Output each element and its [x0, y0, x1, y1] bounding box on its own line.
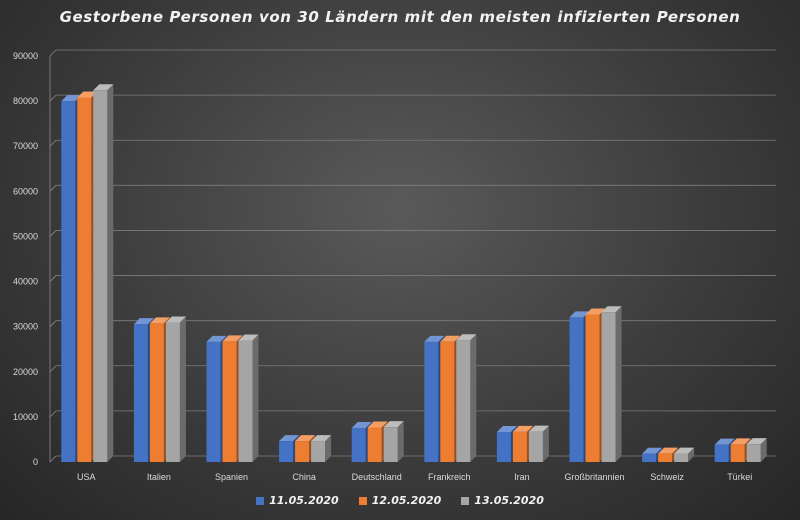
- chart-title: Gestorbene Personen von 30 Ländern mit d…: [59, 8, 741, 26]
- gridline-diag-0: [49, 455, 57, 463]
- x-tick-label: China: [292, 472, 316, 482]
- bar-türkei-3: [746, 438, 767, 462]
- legend-swatch-2: [358, 496, 367, 505]
- bar-schweiz-3: [674, 447, 695, 462]
- x-tick-label: Spanien: [215, 472, 248, 482]
- bar-großbritannien-3: [601, 306, 622, 462]
- legend-item-3: 13.05.2020: [461, 494, 544, 507]
- y-tick-label: 70000: [13, 141, 38, 151]
- bar-frankreich-3: [456, 334, 477, 462]
- gridline-diag-1: [49, 410, 57, 418]
- y-tick-label: 90000: [13, 51, 38, 61]
- y-tick-label: 60000: [13, 186, 38, 196]
- bar-spanien-3: [238, 334, 259, 462]
- x-tick-label: Großbritannien: [564, 472, 624, 482]
- gridline-diag-4: [49, 275, 57, 282]
- legend: 11.05.2020 12.05.2020 13.05.2020: [0, 494, 800, 507]
- bar-deutschland-3: [383, 421, 404, 462]
- bar-italien-3: [165, 316, 186, 462]
- gridline-diag-2: [49, 365, 57, 373]
- y-tick-label: 0: [33, 457, 38, 467]
- y-tick-label: 20000: [13, 367, 38, 377]
- bar-iran-3: [528, 425, 549, 462]
- gridline-diag-3: [49, 320, 57, 327]
- x-tick-label: USA: [77, 472, 96, 482]
- gridline-diag-7: [49, 139, 57, 147]
- legend-label-2: 12.05.2020: [371, 494, 442, 507]
- x-tick-label: Italien: [147, 472, 171, 482]
- bar-china-3: [311, 435, 332, 462]
- y-tick-label: 50000: [13, 231, 38, 241]
- legend-item-1: 11.05.2020: [256, 494, 339, 507]
- y-tick-label: 40000: [13, 277, 38, 287]
- x-tick-label: Deutschland: [352, 472, 402, 482]
- grid-lines: [49, 49, 776, 463]
- gridline-diag-9: [49, 49, 57, 57]
- legend-swatch-3: [461, 496, 470, 505]
- x-tick-label: Schweiz: [650, 472, 684, 482]
- bars: [61, 84, 767, 462]
- legend-swatch-1: [256, 496, 265, 505]
- gridline-diag-6: [49, 185, 57, 192]
- x-axis-ticks: USA Italien Spanien China Deutschland Frankre…: [77, 472, 752, 482]
- gridline-diag-5: [49, 230, 57, 237]
- legend-item-2: 12.05.2020: [358, 494, 442, 507]
- y-tick-label: 30000: [13, 322, 38, 332]
- y-axis-ticks: 0 10000 20000 30000 40000 50000 60000 70000 8000…: [13, 51, 38, 467]
- x-tick-label: Iran: [514, 472, 530, 482]
- bar-usa-3: [93, 84, 114, 462]
- x-tick-label: Türkei: [727, 472, 752, 482]
- y-tick-label: 80000: [13, 96, 38, 106]
- x-tick-label: Frankreich: [428, 472, 471, 482]
- y-tick-label: 10000: [13, 412, 38, 422]
- legend-label-3: 13.05.2020: [474, 494, 544, 507]
- legend-label-1: 11.05.2020: [269, 494, 339, 507]
- gridline-diag-8: [49, 94, 57, 102]
